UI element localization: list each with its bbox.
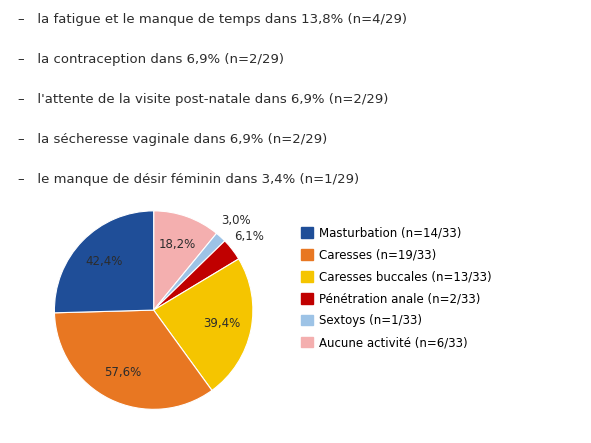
- Text: 18,2%: 18,2%: [158, 238, 196, 251]
- Text: –   le manque de désir féminin dans 3,4% (n=1/29): – le manque de désir féminin dans 3,4% (…: [18, 173, 359, 186]
- Text: –   l'attente de la visite post-natale dans 6,9% (n=2/29): – l'attente de la visite post-natale dan…: [18, 93, 388, 106]
- Text: –   la sécheresse vaginale dans 6,9% (n=2/29): – la sécheresse vaginale dans 6,9% (n=2/…: [18, 133, 327, 146]
- Wedge shape: [54, 211, 154, 313]
- Text: 57,6%: 57,6%: [105, 366, 142, 379]
- Wedge shape: [154, 211, 216, 310]
- Text: –   la contraception dans 6,9% (n=2/29): – la contraception dans 6,9% (n=2/29): [18, 53, 284, 66]
- Text: 6,1%: 6,1%: [235, 229, 265, 243]
- Wedge shape: [154, 259, 253, 390]
- Legend: Masturbation (n=14/33), Caresses (n=19/33), Caresses buccales (n=13/33), Pénétra: Masturbation (n=14/33), Caresses (n=19/3…: [301, 227, 492, 349]
- Text: –   la fatigue et le manque de temps dans 13,8% (n=4/29): – la fatigue et le manque de temps dans …: [18, 13, 407, 27]
- Text: 39,4%: 39,4%: [203, 318, 241, 330]
- Wedge shape: [154, 233, 225, 310]
- Text: 3,0%: 3,0%: [220, 214, 251, 227]
- Wedge shape: [54, 310, 212, 409]
- Wedge shape: [154, 241, 239, 310]
- Text: 42,4%: 42,4%: [85, 255, 122, 268]
